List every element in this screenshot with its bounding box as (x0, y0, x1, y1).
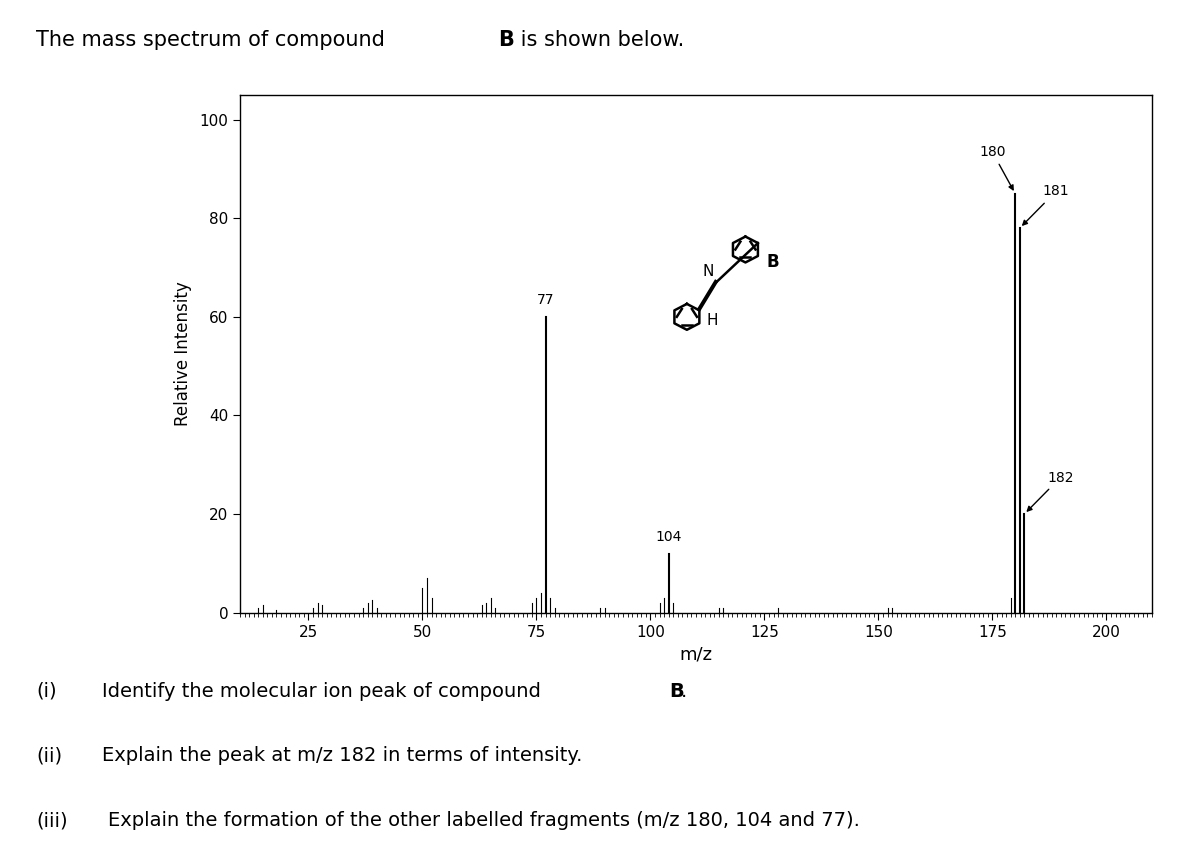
Text: Explain the formation of the other labelled fragments (m/z 180, 104 and 77).: Explain the formation of the other label… (108, 811, 860, 830)
Text: N: N (703, 264, 714, 280)
Text: Explain the peak at m/z 182 in terms of intensity.: Explain the peak at m/z 182 in terms of … (102, 746, 582, 765)
Text: 104: 104 (655, 530, 682, 544)
Text: 182: 182 (1027, 470, 1074, 511)
Text: .: . (680, 682, 686, 701)
Text: (i): (i) (36, 682, 56, 701)
Text: The mass spectrum of compound: The mass spectrum of compound (36, 30, 391, 50)
Text: Identify the molecular ion peak of compound: Identify the molecular ion peak of compo… (102, 682, 547, 701)
X-axis label: m/z: m/z (679, 645, 713, 663)
Text: (ii): (ii) (36, 746, 62, 765)
Text: H: H (706, 312, 718, 328)
Text: 181: 181 (1022, 185, 1069, 225)
Text: 77: 77 (536, 293, 554, 307)
Text: B: B (767, 254, 779, 272)
Text: B: B (670, 682, 684, 701)
Text: (iii): (iii) (36, 811, 67, 830)
Text: B: B (498, 30, 514, 50)
Text: is shown below.: is shown below. (514, 30, 684, 50)
Text: 180: 180 (979, 145, 1013, 190)
Y-axis label: Relative Intensity: Relative Intensity (174, 281, 192, 426)
